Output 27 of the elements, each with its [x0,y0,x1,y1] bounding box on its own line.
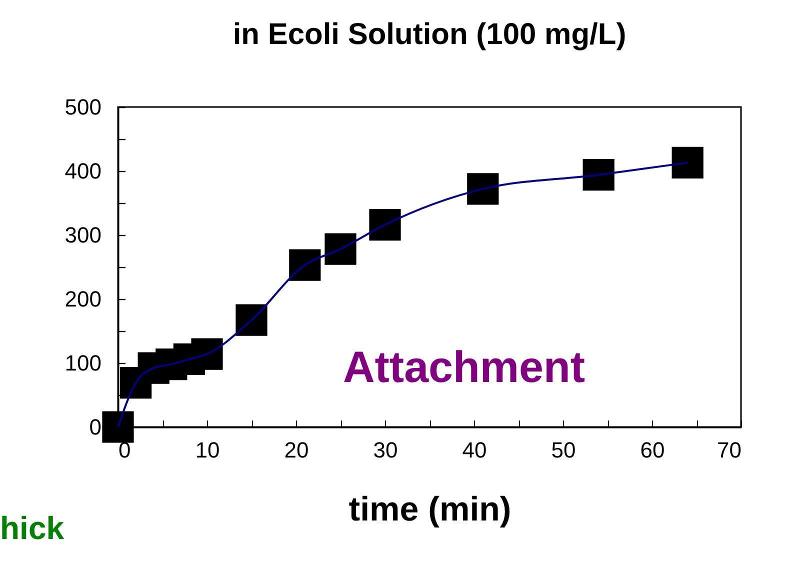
y-tick-label: 100 [64,350,102,376]
point [369,208,401,241]
x-tick-label: 50 [551,438,576,462]
chart-title: in Ecoli Solution (100 mg/L) [232,18,626,51]
x-tick-label: 20 [284,438,309,462]
x-tick-label: 40 [462,438,487,462]
point [582,159,614,191]
y-tick-label: 500 [64,94,102,120]
point [289,249,321,281]
x-axis-title: time (min) [348,490,512,528]
point [236,304,268,336]
point [672,146,704,178]
x-tick-label: 10 [195,438,220,462]
annotation: Attachment [343,343,586,393]
point [324,233,356,265]
point [467,173,499,205]
y-tick-label: 0 [89,414,102,440]
y-tick-label: 400 [64,158,102,184]
x-tick-label: 60 [640,438,665,462]
point [102,411,134,443]
x-tick-label: 0 [118,438,131,462]
text: hick [0,510,64,547]
x-tick-label: 70 [717,438,742,462]
x-tick-label: 30 [373,438,398,462]
y-tick-label: 300 [64,222,102,248]
y-tick-label: 200 [64,286,102,312]
point [191,338,223,370]
